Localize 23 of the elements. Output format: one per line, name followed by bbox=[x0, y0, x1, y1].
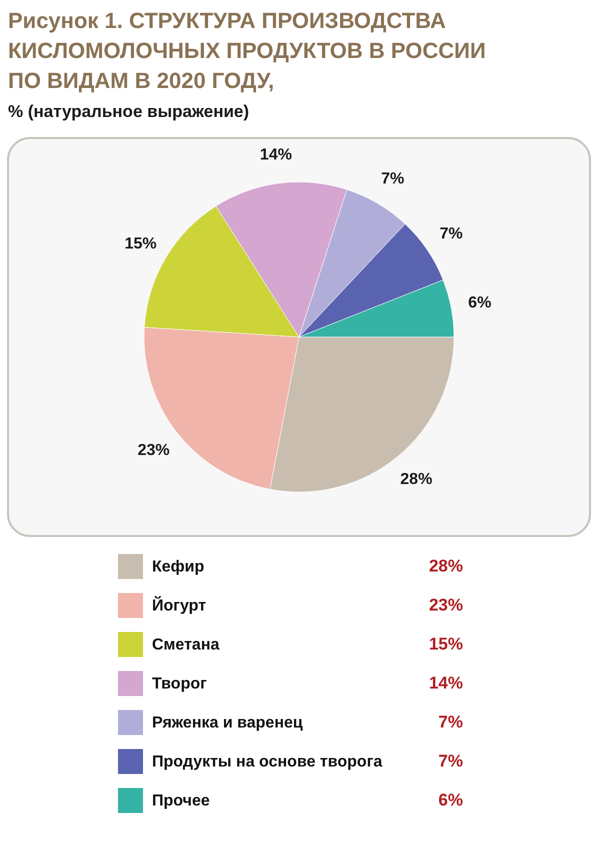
data-label: 15% bbox=[124, 235, 157, 252]
text: 6% bbox=[438, 790, 463, 810]
legend-label: Прочее bbox=[152, 792, 210, 810]
legend-label: Продукты на основе творога bbox=[152, 754, 382, 770]
text: 7% bbox=[438, 712, 463, 732]
chart-subtitle: % (натуральное выражение) bbox=[8, 101, 250, 123]
data-label: 7% bbox=[381, 170, 404, 188]
data-label: 7% bbox=[440, 226, 463, 243]
text: 14% bbox=[428, 674, 463, 692]
text: 15% bbox=[428, 634, 463, 654]
legend-label: Кефир bbox=[152, 558, 204, 576]
text: 7% bbox=[438, 752, 463, 770]
data-label: 28% bbox=[400, 470, 432, 488]
legend-label: Сметана bbox=[152, 636, 220, 654]
chart-title: Рисунок 1. СТРУКТУРА ПРОИЗВОДСТВА КИСЛОМОЛОЧНЫХ ПРОДУКТОВ В РОССИИ ПО ВИДАМ В 2020 ГОДУ, bbox=[8, 7, 487, 95]
text: 23% bbox=[428, 596, 463, 614]
text: 28% bbox=[428, 556, 463, 576]
data-label: 6% bbox=[468, 294, 492, 312]
legend-label: Йогурт bbox=[152, 596, 206, 614]
data-label: 23% bbox=[138, 442, 170, 459]
data-label: 14% bbox=[260, 146, 292, 164]
legend-label: Творог bbox=[152, 676, 208, 692]
legend-label: Ряженка и варенец bbox=[152, 714, 303, 732]
